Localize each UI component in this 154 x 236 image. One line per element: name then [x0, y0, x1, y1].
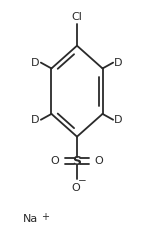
Text: −: −	[78, 176, 87, 185]
Text: O: O	[94, 156, 103, 166]
Text: +: +	[41, 212, 49, 222]
Text: S: S	[73, 155, 81, 168]
Text: O: O	[51, 156, 60, 166]
Text: D: D	[31, 115, 40, 125]
Text: Cl: Cl	[72, 12, 82, 22]
Text: D: D	[31, 58, 40, 67]
Text: Na: Na	[22, 215, 38, 224]
Text: D: D	[114, 58, 123, 67]
Text: O: O	[72, 183, 81, 193]
Text: D: D	[114, 115, 123, 125]
